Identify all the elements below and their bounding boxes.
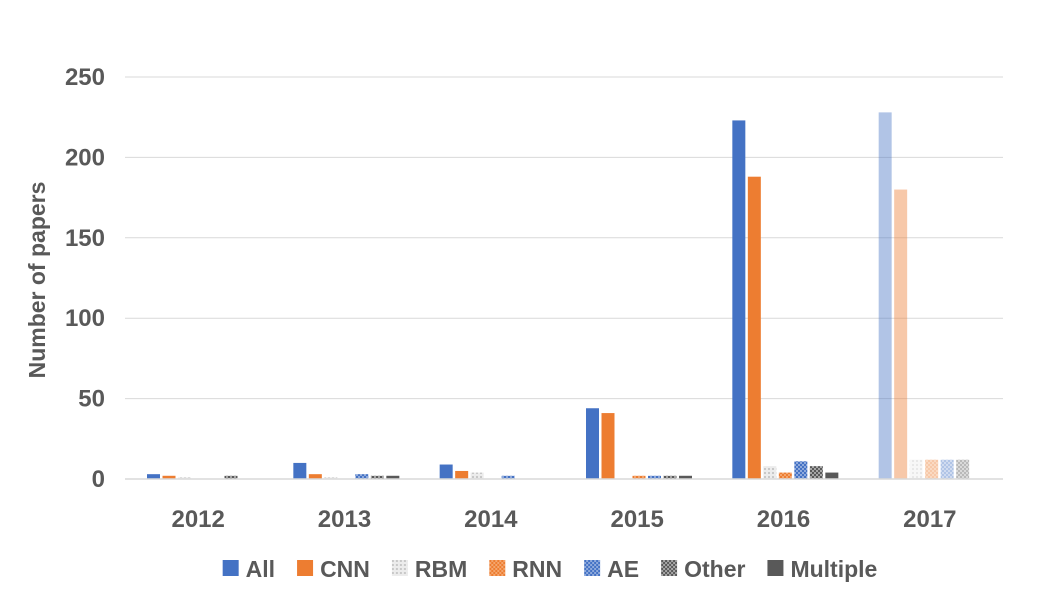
legend-item-ae: AE: [584, 556, 639, 582]
bar-cnn-2015: [601, 413, 615, 479]
bar-other-2017: [956, 459, 970, 479]
bar-rbm-2016: [763, 466, 777, 479]
y-tick-label: 150: [65, 225, 105, 252]
bar-other-2016: [809, 466, 823, 479]
bars: [147, 112, 970, 480]
legend-swatch-all: [222, 560, 239, 576]
bar-rbm-2013: [324, 477, 338, 479]
legend-label: RBM: [415, 556, 467, 582]
bar-multiple-2015: [679, 475, 692, 479]
bar-all-2016: [732, 120, 746, 479]
bar-ae-2017: [940, 459, 954, 479]
bar-cnn-2016: [747, 176, 761, 480]
bar-other-2013: [370, 475, 384, 479]
x-tick-label: 2016: [757, 506, 810, 533]
legend-item-other: Other: [661, 556, 745, 582]
bar-cnn-2013: [308, 474, 322, 479]
bar-rbm-2017: [909, 459, 923, 479]
bar-cnn-2014: [455, 470, 469, 479]
y-tick-label: 200: [65, 144, 105, 171]
legend-swatch-other: [661, 560, 678, 576]
legend-item-rnn: RNN: [489, 556, 562, 582]
legend: All CNN RBM RNN AE Other Multiple: [222, 556, 877, 582]
legend-label: AE: [607, 556, 639, 582]
legend-swatch-rnn: [489, 560, 506, 576]
legend-swatch-multiple: [767, 560, 784, 576]
y-tick-label: 50: [78, 386, 105, 413]
bar-multiple-2016: [825, 472, 839, 479]
legend-item-all: All: [222, 556, 275, 582]
legend-label: RNN: [512, 556, 562, 582]
legend-label: Other: [684, 556, 745, 582]
bar-all-2012: [147, 474, 160, 479]
x-tick-label: 2012: [171, 506, 224, 533]
legend-item-cnn: CNN: [297, 556, 370, 582]
bar-other-2012: [224, 475, 238, 479]
bar-all-2014: [439, 464, 453, 479]
bar-other-2015: [663, 475, 677, 479]
bar-cnn-2017: [894, 189, 908, 479]
legend-label: Multiple: [790, 556, 877, 582]
y-tick-label: 0: [92, 466, 105, 493]
axes: 2012 2013 2014 2015 2016 2017: [125, 478, 1003, 533]
bar-rbm-2014: [470, 472, 484, 479]
legend-label: CNN: [320, 556, 370, 582]
bar-ae-2013: [355, 474, 369, 479]
bar-rnn-2016: [778, 472, 792, 479]
x-tick-label: 2013: [318, 506, 371, 533]
legend-swatch-cnn: [297, 560, 314, 576]
x-tick-label: 2017: [903, 506, 956, 533]
bar-rbm-2012: [178, 477, 191, 479]
bar-rnn-2015: [632, 475, 646, 479]
bar-all-2013: [293, 462, 307, 479]
y-tick-label: 250: [65, 64, 105, 91]
x-tick-label: 2014: [464, 506, 518, 533]
bar-all-2015: [586, 408, 599, 479]
legend-item-multiple: Multiple: [767, 556, 877, 582]
bar-all-2017: [878, 112, 892, 479]
x-tick-label: 2015: [610, 506, 663, 533]
y-axis-title: Number of papers: [24, 182, 50, 379]
bar-ae-2016: [794, 461, 808, 479]
bar-ae-2015: [648, 475, 661, 479]
legend-item-rbm: RBM: [391, 556, 467, 582]
y-tick-label: 100: [65, 305, 105, 332]
legend-label: All: [246, 556, 275, 582]
legend-swatch-rbm: [391, 560, 408, 576]
bar-ae-2014: [501, 475, 515, 479]
gridlines: 0 50 100 150 200 250: [65, 64, 1003, 493]
legend-swatch-ae: [584, 560, 601, 576]
bar-multiple-2013: [386, 475, 400, 479]
bar-rnn-2017: [925, 459, 939, 479]
bar-cnn-2012: [162, 475, 176, 479]
